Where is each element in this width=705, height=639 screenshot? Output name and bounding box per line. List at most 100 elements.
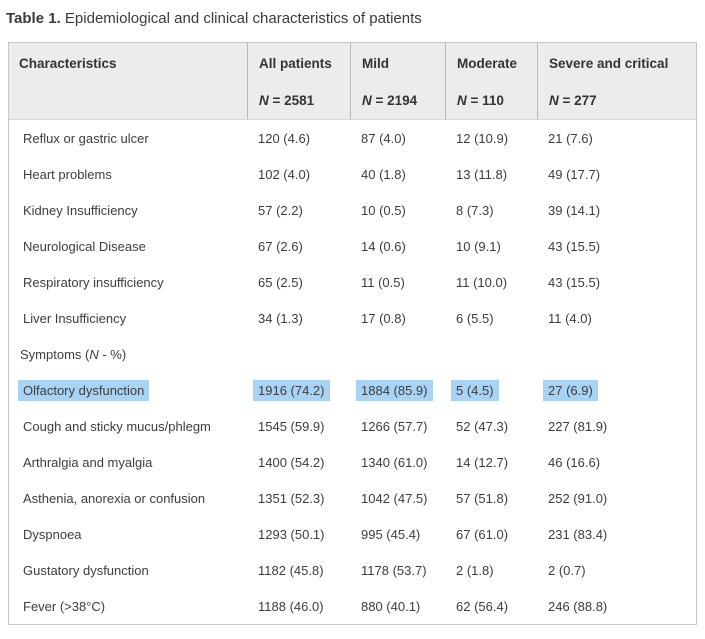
table-row-arthralgia-myalgia: Arthralgia and myalgia 1400 (54.2) 1340 … — [9, 444, 696, 480]
highlighted-text: 1884 (85.9) — [356, 379, 433, 401]
cell-mild: 40 (1.8) — [361, 166, 406, 182]
row-label: Gustatory dysfunction — [23, 562, 149, 578]
column-header-label: All patients — [259, 56, 332, 71]
cell-severe: 2 (0.7) — [548, 562, 586, 578]
row-label: Arthralgia and myalgia — [23, 454, 153, 470]
row-label: Reflux or gastric ulcer — [23, 130, 149, 146]
cell-mild: 1266 (57.7) — [361, 418, 428, 434]
cell-mild: 10 (0.5) — [361, 202, 406, 218]
table-caption-number: Table 1. — [6, 10, 61, 27]
column-header-mild: Mild N = 2194 — [350, 43, 445, 119]
cell-all-patients: 67 (2.6) — [258, 238, 303, 254]
column-header-label: Characteristics — [19, 56, 117, 71]
cell-mild: 1884 (85.9) — [350, 379, 445, 401]
cell-moderate: 12 (10.9) — [456, 130, 509, 146]
cell-mild: 1042 (47.5) — [361, 490, 428, 506]
column-header-n: N = 2581 — [259, 93, 315, 108]
column-header-characteristics: Characteristics — [9, 43, 247, 119]
cell-moderate: 62 (56.4) — [456, 598, 509, 614]
cell-mild: 995 (45.4) — [361, 526, 421, 542]
cell-all-patients: 1400 (54.2) — [258, 454, 325, 470]
cell-severe: 246 (88.8) — [548, 598, 608, 614]
highlighted-text: Olfactory dysfunction — [18, 379, 150, 401]
table-caption-text: Epidemiological and clinical characteris… — [60, 10, 422, 27]
cell-moderate: 6 (5.5) — [456, 310, 494, 326]
column-header-moderate: Moderate N = 110 — [445, 43, 537, 119]
cell-all-patients: 1293 (50.1) — [258, 526, 325, 542]
table-row-heart-problems: Heart problems 102 (4.0) 40 (1.8) 13 (11… — [9, 156, 696, 192]
cell-all-patients: 1182 (45.8) — [258, 562, 324, 578]
column-header-label: Mild — [362, 56, 389, 71]
table-row-cough: Cough and sticky mucus/phlegm 1545 (59.9… — [9, 408, 696, 444]
cell-all-patients: 65 (2.5) — [258, 274, 303, 290]
cell-mild: 17 (0.8) — [361, 310, 406, 326]
cell-mild: 1178 (53.7) — [361, 562, 427, 578]
column-header-n: N = 277 — [549, 93, 597, 108]
table-row-olfactory-dysfunction: Olfactory dysfunction 1916 (74.2) 1884 (… — [9, 372, 696, 408]
row-label: Neurological Disease — [23, 238, 146, 254]
cell-severe: 21 (7.6) — [548, 130, 593, 146]
table-row-liver-insufficiency: Liver Insufficiency 34 (1.3) 17 (0.8) 6 … — [9, 300, 696, 336]
cell-all-patients: 57 (2.2) — [258, 202, 303, 218]
table-row-dyspnoea: Dyspnoea 1293 (50.1) 995 (45.4) 67 (61.0… — [9, 516, 696, 552]
highlighted-text: 27 (6.9) — [543, 379, 598, 401]
cell-mild: 87 (4.0) — [361, 130, 406, 146]
cell-severe: 231 (83.4) — [548, 526, 608, 542]
column-header-label: Moderate — [457, 56, 518, 71]
cell-severe: 227 (81.9) — [548, 418, 608, 434]
row-label: Heart problems — [23, 166, 112, 182]
cell-severe: 43 (15.5) — [548, 274, 601, 290]
row-label: Fever (>38°C) — [23, 598, 106, 614]
cell-severe: 43 (15.5) — [548, 238, 601, 254]
cell-all-patients: 1545 (59.9) — [258, 418, 325, 434]
table-row-neurological-disease: Neurological Disease 67 (2.6) 14 (0.6) 1… — [9, 228, 696, 264]
table-row-respiratory-insufficiency: Respiratory insufficiency 65 (2.5) 11 (0… — [9, 264, 696, 300]
column-header-label: Severe and critical — [549, 56, 669, 71]
row-label: Dyspnoea — [23, 526, 82, 542]
row-label: Respiratory insufficiency — [23, 274, 164, 290]
cell-moderate: 8 (7.3) — [456, 202, 494, 218]
cell-severe: 27 (6.9) — [537, 379, 696, 401]
row-label: Olfactory dysfunction — [9, 379, 247, 401]
section-label: Symptoms (N - %) — [20, 346, 127, 362]
table-row-asthenia: Asthenia, anorexia or confusion 1351 (52… — [9, 480, 696, 516]
cell-mild: 1340 (61.0) — [361, 454, 428, 470]
cell-all-patients: 1351 (52.3) — [258, 490, 325, 506]
column-header-n: N = 2194 — [362, 93, 418, 108]
cell-mild: 880 (40.1) — [361, 598, 421, 614]
row-label: Kidney Insufficiency — [23, 202, 138, 218]
cell-all-patients: 1188 (46.0) — [258, 598, 324, 614]
cell-all-patients: 34 (1.3) — [258, 310, 303, 326]
highlighted-text: 5 (4.5) — [451, 379, 499, 401]
cell-mild: 14 (0.6) — [361, 238, 406, 254]
cell-moderate: 11 (10.0) — [456, 274, 508, 290]
cell-moderate: 13 (11.8) — [456, 166, 508, 182]
cell-severe: 39 (14.1) — [548, 202, 601, 218]
cell-severe: 49 (17.7) — [548, 166, 601, 182]
cell-mild: 11 (0.5) — [361, 274, 405, 290]
cell-severe: 252 (91.0) — [548, 490, 608, 506]
row-label: Asthenia, anorexia or confusion — [23, 490, 206, 506]
highlighted-text: 1916 (74.2) — [253, 379, 330, 401]
cell-moderate: 14 (12.7) — [456, 454, 509, 470]
table-row-kidney-insufficiency: Kidney Insufficiency 57 (2.2) 10 (0.5) 8… — [9, 192, 696, 228]
cell-moderate: 57 (51.8) — [456, 490, 509, 506]
cell-moderate: 52 (47.3) — [456, 418, 509, 434]
cell-moderate: 5 (4.5) — [445, 379, 537, 401]
cell-severe: 11 (4.0) — [548, 310, 592, 326]
cell-all-patients: 1916 (74.2) — [247, 379, 350, 401]
cell-moderate: 10 (9.1) — [456, 238, 501, 254]
section-header-symptoms: Symptoms (N - %) — [9, 336, 696, 372]
cell-all-patients: 120 (4.6) — [258, 130, 311, 146]
column-header-all-patients: All patients N = 2581 — [247, 43, 350, 119]
table-caption: Table 1. Epidemiological and clinical ch… — [6, 10, 697, 28]
data-table: Characteristics All patients N = 2581 Mi… — [8, 42, 697, 625]
cell-severe: 46 (16.6) — [548, 454, 601, 470]
row-label: Cough and sticky mucus/phlegm — [23, 418, 211, 434]
cell-moderate: 2 (1.8) — [456, 562, 494, 578]
column-header-n: N = 110 — [457, 93, 504, 108]
cell-moderate: 67 (61.0) — [456, 526, 509, 542]
column-header-severe-critical: Severe and critical N = 277 — [537, 43, 696, 119]
table-body: Reflux or gastric ulcer 120 (4.6) 87 (4.… — [9, 120, 696, 624]
